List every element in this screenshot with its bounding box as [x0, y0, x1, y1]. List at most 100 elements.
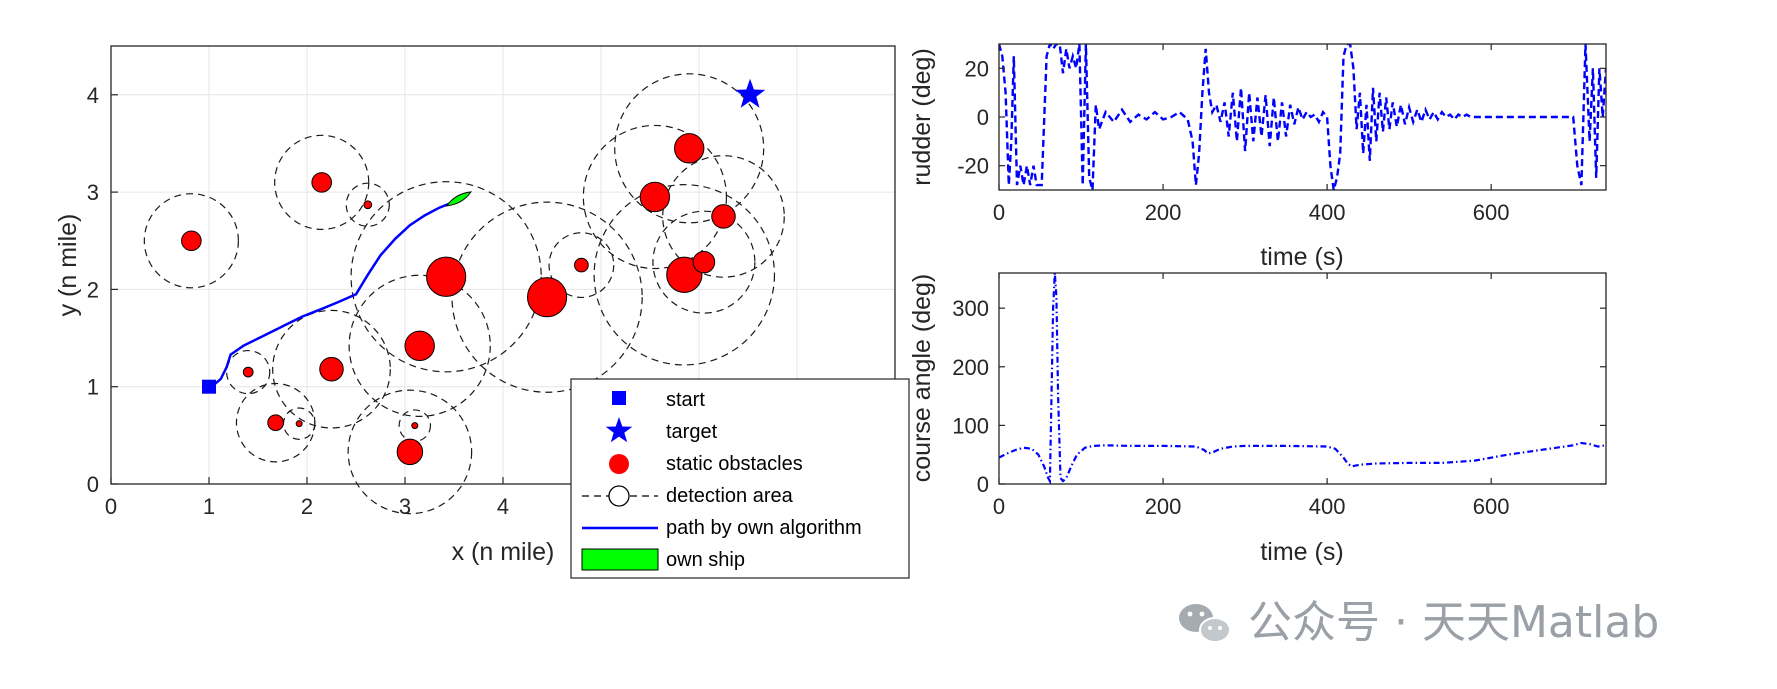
detection-circle: [347, 389, 473, 515]
detection-circle: [345, 182, 390, 227]
map-xtick-label: 4: [497, 494, 509, 519]
course-axes-box: [998, 272, 1607, 485]
detection-circle: [582, 124, 728, 270]
map-xtick-label: 3: [399, 494, 411, 519]
rudder-ytick-label: 20: [965, 56, 989, 81]
legend-ship-marker: [581, 548, 659, 571]
legend-obstacle-marker: [609, 454, 629, 474]
rudder-ytick-label: 0: [977, 105, 989, 130]
own-path-line: [208, 200, 455, 388]
legend: start target static obstacles detection …: [570, 378, 910, 579]
map-ytick-label: 0: [87, 472, 99, 497]
map-xtick-label: 1: [203, 494, 215, 519]
course-ticks: 0 200 400 600 0 100 200 300: [952, 273, 1606, 519]
obstacle-circle: [527, 277, 568, 318]
course-ylabel: course angle (deg): [908, 274, 936, 482]
rudder-xtick-label: 200: [1145, 200, 1182, 225]
course-xtick-label: 400: [1309, 494, 1346, 519]
path-layer: [202, 78, 766, 394]
rudder-series: [999, 44, 1606, 190]
map-ylabel: y (n mile): [54, 214, 82, 317]
rudder-xlabel: time (s): [1260, 243, 1343, 271]
watermark-text: 公众号 · 天天Matlab: [1248, 597, 1659, 648]
legend-start-label: start: [666, 389, 705, 411]
detection-circle: [614, 73, 765, 224]
wechat-icon: [1179, 604, 1231, 643]
watermark: 公众号 · 天天Matlab: [1179, 597, 1659, 648]
map-ytick-label: 1: [87, 375, 99, 400]
detection-circle: [348, 274, 491, 417]
legend-obstacle-label: static obstacles: [666, 453, 803, 475]
course-ytick-label: 200: [952, 355, 989, 380]
obstacle-circle: [295, 420, 303, 428]
legend-ship-label: own ship: [666, 549, 745, 571]
course-ytick-label: 0: [977, 472, 989, 497]
course-series: [999, 273, 1606, 484]
target-marker: [734, 78, 766, 108]
map-ticks: 01234501234: [87, 83, 607, 519]
obstacle-circle: [319, 356, 344, 382]
obstacle-circle: [426, 256, 467, 297]
own-ship-marker: [445, 191, 472, 207]
rudder-line: [999, 44, 1606, 190]
detection-circle: [548, 232, 615, 299]
detection-circle: [593, 184, 776, 366]
obstacle-circle: [674, 133, 705, 164]
detection-circle: [652, 210, 756, 314]
obstacle-circle: [181, 230, 202, 252]
map-ytick-label: 2: [87, 277, 99, 302]
rudder-xtick-label: 600: [1473, 200, 1510, 225]
course-xtick-label: 0: [993, 494, 1005, 519]
legend-target-marker: [605, 417, 633, 443]
map-xtick-label: 2: [301, 494, 313, 519]
obstacle-circle: [363, 200, 373, 210]
obstacle-circle: [574, 257, 589, 273]
obstacle-circle: [666, 256, 703, 293]
detection-circle: [272, 309, 391, 429]
obstacle-circle: [411, 422, 419, 430]
legend-path-label: path by own algorithm: [666, 517, 862, 539]
obstacle-circle: [396, 438, 424, 466]
rudder-ytick-label: -20: [957, 154, 989, 179]
static-obstacles: [181, 133, 736, 466]
start-marker: [202, 379, 216, 394]
legend-start-marker: [612, 391, 626, 405]
obstacle-circle: [692, 250, 716, 274]
obstacle-circle: [311, 172, 333, 193]
rudder-ylabel: rudder (deg): [908, 48, 936, 186]
map-ytick-label: 4: [87, 83, 99, 108]
rudder-xtick-label: 400: [1309, 200, 1346, 225]
legend-detection-label: detection area: [666, 485, 794, 507]
obstacle-circle: [404, 330, 435, 362]
obstacle-circle: [639, 181, 671, 213]
course-line: [999, 273, 1606, 484]
map-xtick-label: 0: [105, 494, 117, 519]
course-xtick-label: 200: [1145, 494, 1182, 519]
detection-circle: [451, 201, 643, 393]
obstacle-circle: [267, 414, 284, 432]
legend-box: [570, 378, 910, 579]
course-ytick-label: 300: [952, 296, 989, 321]
map-ytick-label: 3: [87, 180, 99, 205]
course-ytick-label: 100: [952, 413, 989, 438]
map-xlabel: x (n mile): [452, 538, 555, 566]
legend-detection-marker: [608, 485, 630, 507]
rudder-xtick-label: 0: [993, 200, 1005, 225]
map-chart: 01234501234 x (n mile) y (n mile) start …: [54, 45, 910, 579]
detection-circle: [662, 155, 785, 278]
course-xlabel: time (s): [1260, 538, 1343, 566]
course-xtick-label: 600: [1473, 494, 1510, 519]
detection-circle: [274, 134, 370, 231]
detection-areas: [143, 73, 785, 515]
obstacle-circle: [242, 366, 254, 378]
detection-circle: [350, 181, 542, 373]
legend-target-label: target: [666, 421, 718, 443]
detection-circle: [226, 349, 271, 395]
course-plot-area: [999, 273, 1606, 484]
detection-circle: [143, 193, 240, 289]
obstacle-circle: [711, 204, 736, 229]
course-chart: 0 200 400 600 0 100 200 300 time (s) course ang…: [908, 272, 1607, 566]
